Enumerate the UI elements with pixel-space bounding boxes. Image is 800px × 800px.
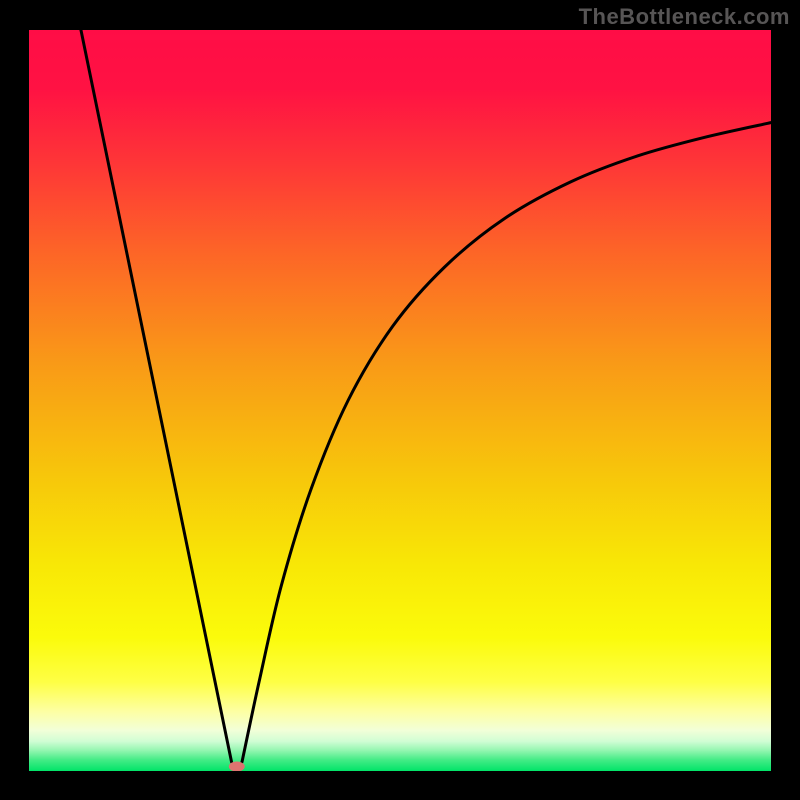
plot-area xyxy=(29,30,771,771)
chart-svg xyxy=(29,30,771,771)
plot-background xyxy=(29,30,771,771)
chart-stage: TheBottleneck.com xyxy=(0,0,800,800)
watermark-text: TheBottleneck.com xyxy=(579,4,790,30)
